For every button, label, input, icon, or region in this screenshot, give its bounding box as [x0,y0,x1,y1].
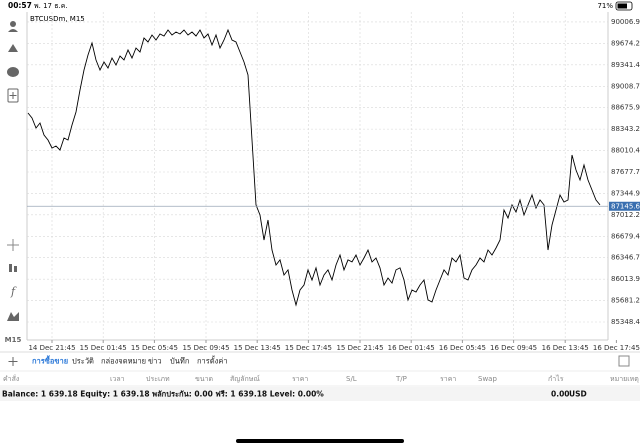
y-tick-label: 89008.70 [611,82,640,90]
summary-row-bg [0,387,640,401]
candles-icon[interactable] [9,264,12,272]
battery-icon [615,1,633,11]
crosshair-icon[interactable] [7,239,19,251]
column-header[interactable]: S/L [346,375,357,383]
x-tick-label: 16 Dec 17:45 [593,344,640,352]
account-icon[interactable] [10,21,16,27]
price-line [27,28,601,307]
x-tick-label: 15 Dec 01:45 [80,344,127,352]
home-indicator [236,439,404,443]
column-header[interactable]: T/P [395,375,407,383]
column-header[interactable]: กำไร [548,374,564,383]
y-tick-label: 86679.45 [611,232,640,240]
status-time: 00:57 [8,1,32,10]
column-header[interactable]: ประเภท [146,375,170,383]
new-order-plus [9,92,17,99]
tab[interactable]: บันทึก [170,357,189,366]
objects-icon[interactable] [7,312,19,321]
x-tick-label: 15 Dec 09:45 [182,344,229,352]
column-header[interactable]: เวลา [110,375,125,383]
y-tick-label: 89341.45 [611,61,640,69]
timeframe[interactable]: M15 [5,336,22,344]
x-tick-label: 15 Dec 13:45 [234,344,281,352]
tab[interactable]: ประวัติ [72,357,94,366]
add-icon[interactable] [8,357,18,366]
y-tick-label: 86346.70 [611,254,640,262]
column-header[interactable]: Swap [478,375,497,383]
y-tick-label: 85348.45 [611,318,640,326]
y-tick-label: 88675.95 [611,104,640,112]
y-tick-label: 85681.20 [611,297,640,305]
x-tick-label: 16 Dec 13:45 [542,344,589,352]
y-tick-label: 87344.95 [611,189,640,197]
chat-icon[interactable] [7,67,19,77]
status-battery: 71% [597,2,613,10]
column-header[interactable]: ราคา [440,375,456,383]
x-tick-label: 16 Dec 01:45 [388,344,435,352]
candles-icon-2 [14,266,17,272]
profit-total: 0.00 [551,390,570,399]
chart-symbol: BTCUSDm, M15 [30,15,85,23]
tab[interactable]: กล่องจดหมาย [101,357,146,366]
tab[interactable]: การตั้งค่า [197,356,228,366]
y-tick-label: 87677.70 [611,168,640,176]
x-tick-label: 15 Dec 17:45 [285,344,332,352]
expand-icon[interactable] [618,355,630,367]
column-header[interactable]: ราคา [292,375,308,383]
current-price-box [609,201,640,211]
x-tick-label: 16 Dec 05:45 [439,344,486,352]
status-date: พ. 17 ธ.ค. [34,2,68,10]
indicator-icon[interactable]: f [10,285,17,298]
x-tick-label: 16 Dec 09:45 [490,344,537,352]
account-icon-body [8,29,18,32]
new-order-icon[interactable] [7,88,19,103]
currency: USD [569,390,587,399]
column-header[interactable]: คำสั่ง [3,374,19,383]
x-tick-label: 15 Dec 21:45 [336,344,383,352]
y-tick-label: 88010.45 [611,147,640,155]
tab[interactable]: การซื้อขาย [32,355,68,366]
trade-icon[interactable] [8,44,18,52]
summary: Balance: 1 639.18 Equity: 1 639.18 พลักป… [2,390,324,399]
y-tick-label: 89674.20 [611,39,640,47]
y-tick-label: 86013.95 [611,275,640,283]
x-tick-label: 15 Dec 05:45 [131,344,178,352]
x-tick-label: 14 Dec 21:45 [28,344,75,352]
column-header[interactable]: หมายเหตุ [610,375,639,383]
tab[interactable]: ข่าว [148,357,162,366]
y-tick-label: 88343.20 [611,125,640,133]
column-header[interactable]: ขนาด [195,375,213,383]
battery-level [617,3,627,9]
column-header[interactable]: สัญลักษณ์ [230,375,260,383]
y-tick-label: 87012.20 [611,211,640,219]
left-toolbar: f M15 [5,21,22,344]
current-price-label: 87145.60 [611,202,640,210]
y-tick-label: 90006.95 [611,18,640,26]
